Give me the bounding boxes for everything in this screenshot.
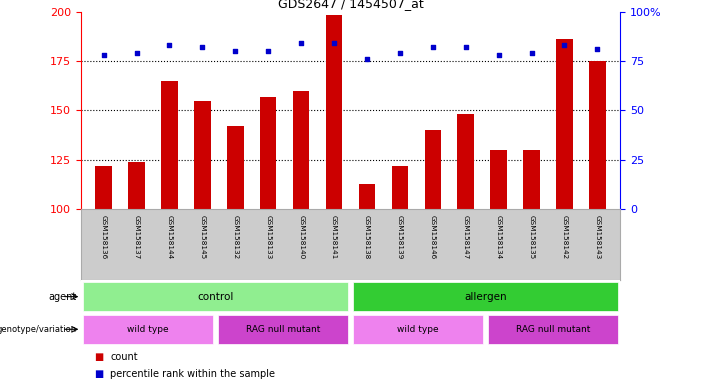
Text: wild type: wild type — [128, 325, 169, 334]
Bar — [353, 282, 618, 311]
Bar — [83, 282, 348, 311]
Point — [197, 44, 208, 50]
Point — [329, 40, 340, 46]
Text: GSM158135: GSM158135 — [529, 215, 535, 259]
Point — [493, 52, 504, 58]
Text: GSM158142: GSM158142 — [562, 215, 567, 259]
Bar — [218, 315, 348, 344]
Text: GSM158132: GSM158132 — [232, 215, 238, 259]
Text: allergen: allergen — [464, 291, 507, 302]
Text: GSM158143: GSM158143 — [594, 215, 600, 259]
Text: wild type: wild type — [397, 325, 439, 334]
Text: RAG null mutant: RAG null mutant — [246, 325, 320, 334]
Bar — [161, 81, 178, 209]
Text: GSM158134: GSM158134 — [496, 215, 502, 259]
Text: GSM158144: GSM158144 — [166, 215, 172, 259]
Text: GSM158138: GSM158138 — [364, 215, 370, 259]
Bar — [293, 91, 309, 209]
Bar — [194, 101, 210, 209]
Bar — [227, 126, 243, 209]
Text: GSM158147: GSM158147 — [463, 215, 469, 259]
Bar — [488, 315, 618, 344]
Bar — [425, 130, 441, 209]
Text: GSM158140: GSM158140 — [298, 215, 304, 259]
Bar — [260, 96, 276, 209]
Point — [296, 40, 307, 46]
Text: GSM158146: GSM158146 — [430, 215, 436, 259]
Bar — [353, 315, 483, 344]
Bar — [589, 61, 606, 209]
Bar — [556, 39, 573, 209]
Bar — [128, 162, 145, 209]
Point — [427, 44, 438, 50]
Text: GSM158145: GSM158145 — [199, 215, 205, 259]
Text: control: control — [198, 291, 233, 302]
Text: RAG null mutant: RAG null mutant — [516, 325, 590, 334]
Bar — [95, 166, 112, 209]
Bar — [458, 114, 474, 209]
Text: count: count — [110, 352, 137, 362]
Title: GDS2647 / 1454507_at: GDS2647 / 1454507_at — [278, 0, 423, 10]
Text: GSM158136: GSM158136 — [101, 215, 107, 259]
Point — [361, 56, 372, 62]
Text: GSM158141: GSM158141 — [331, 215, 337, 259]
Text: agent: agent — [49, 291, 77, 302]
Point — [131, 50, 142, 56]
Point — [559, 42, 570, 48]
Text: GSM158137: GSM158137 — [134, 215, 139, 259]
Bar — [83, 315, 213, 344]
Point — [460, 44, 471, 50]
Text: genotype/variation: genotype/variation — [0, 325, 77, 334]
Bar — [392, 166, 408, 209]
Bar — [326, 15, 342, 209]
Point — [592, 46, 603, 52]
Point — [526, 50, 537, 56]
Bar — [523, 150, 540, 209]
Point — [98, 52, 109, 58]
Bar — [359, 184, 375, 209]
Text: ■: ■ — [95, 369, 107, 379]
Point — [230, 48, 241, 54]
Point — [164, 42, 175, 48]
Point — [263, 48, 274, 54]
Text: ■: ■ — [95, 352, 107, 362]
Text: GSM158133: GSM158133 — [265, 215, 271, 259]
Text: percentile rank within the sample: percentile rank within the sample — [110, 369, 275, 379]
Bar — [491, 150, 507, 209]
Point — [394, 50, 405, 56]
Text: GSM158139: GSM158139 — [397, 215, 403, 259]
